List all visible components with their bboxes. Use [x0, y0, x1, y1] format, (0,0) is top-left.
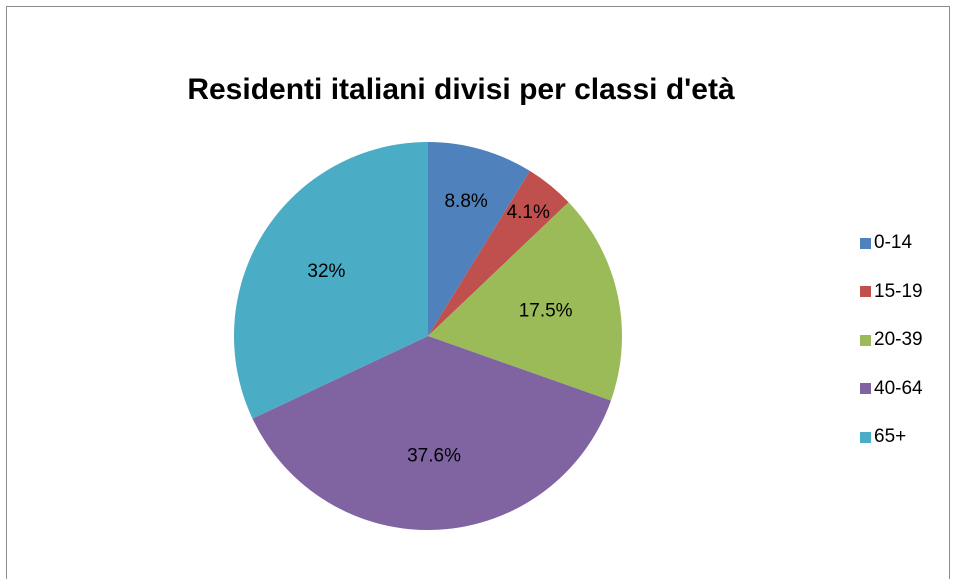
pie-slice-65+: [233, 142, 428, 419]
pie-chart: 8.8% 4.1% 17.5% 37.6% 32%: [233, 142, 622, 530]
pie-slice-0-14: [428, 142, 530, 336]
legend-swatch-0-14: [860, 237, 871, 249]
slice-label-20-39: 17.5%: [519, 300, 573, 321]
pie-slice-40-64: [252, 336, 611, 530]
legend-item-65+: 65+: [860, 425, 923, 449]
legend-item-40-64: 40-64: [860, 377, 923, 401]
chart-frame: Residenti italiani divisi per classi d'e…: [6, 6, 950, 579]
legend-label-15-19: 15-19: [874, 280, 923, 302]
legend-swatch-65+: [860, 431, 871, 443]
slice-label-40-64: 37.6%: [407, 446, 461, 467]
legend-swatch-20-39: [860, 334, 871, 346]
legend-item-20-39: 20-39: [860, 328, 923, 352]
legend-label-40-64: 40-64: [874, 377, 923, 399]
chart-title: Residenti italiani divisi per classi d'e…: [187, 73, 735, 106]
legend-swatch-15-19: [860, 286, 871, 297]
pie-slice-15-19: [428, 170, 569, 336]
slice-label-15-19: 4.1%: [507, 202, 550, 223]
legend-swatch-40-64: [860, 383, 871, 394]
legend-label-0-14: 0-14: [874, 232, 913, 253]
legend-item-0-14: 0-14: [860, 231, 923, 255]
legend-label-20-39: 20-39: [874, 329, 923, 350]
legend: 0-14 15-19 20-39 40-64 65+: [860, 231, 923, 474]
slice-label-0-14: 8.8%: [444, 191, 487, 212]
slice-label-65+: 32%: [307, 261, 345, 282]
legend-label-65+: 65+: [874, 426, 907, 447]
pie-slice-20-39: [428, 202, 622, 401]
legend-item-15-19: 15-19: [860, 280, 923, 304]
